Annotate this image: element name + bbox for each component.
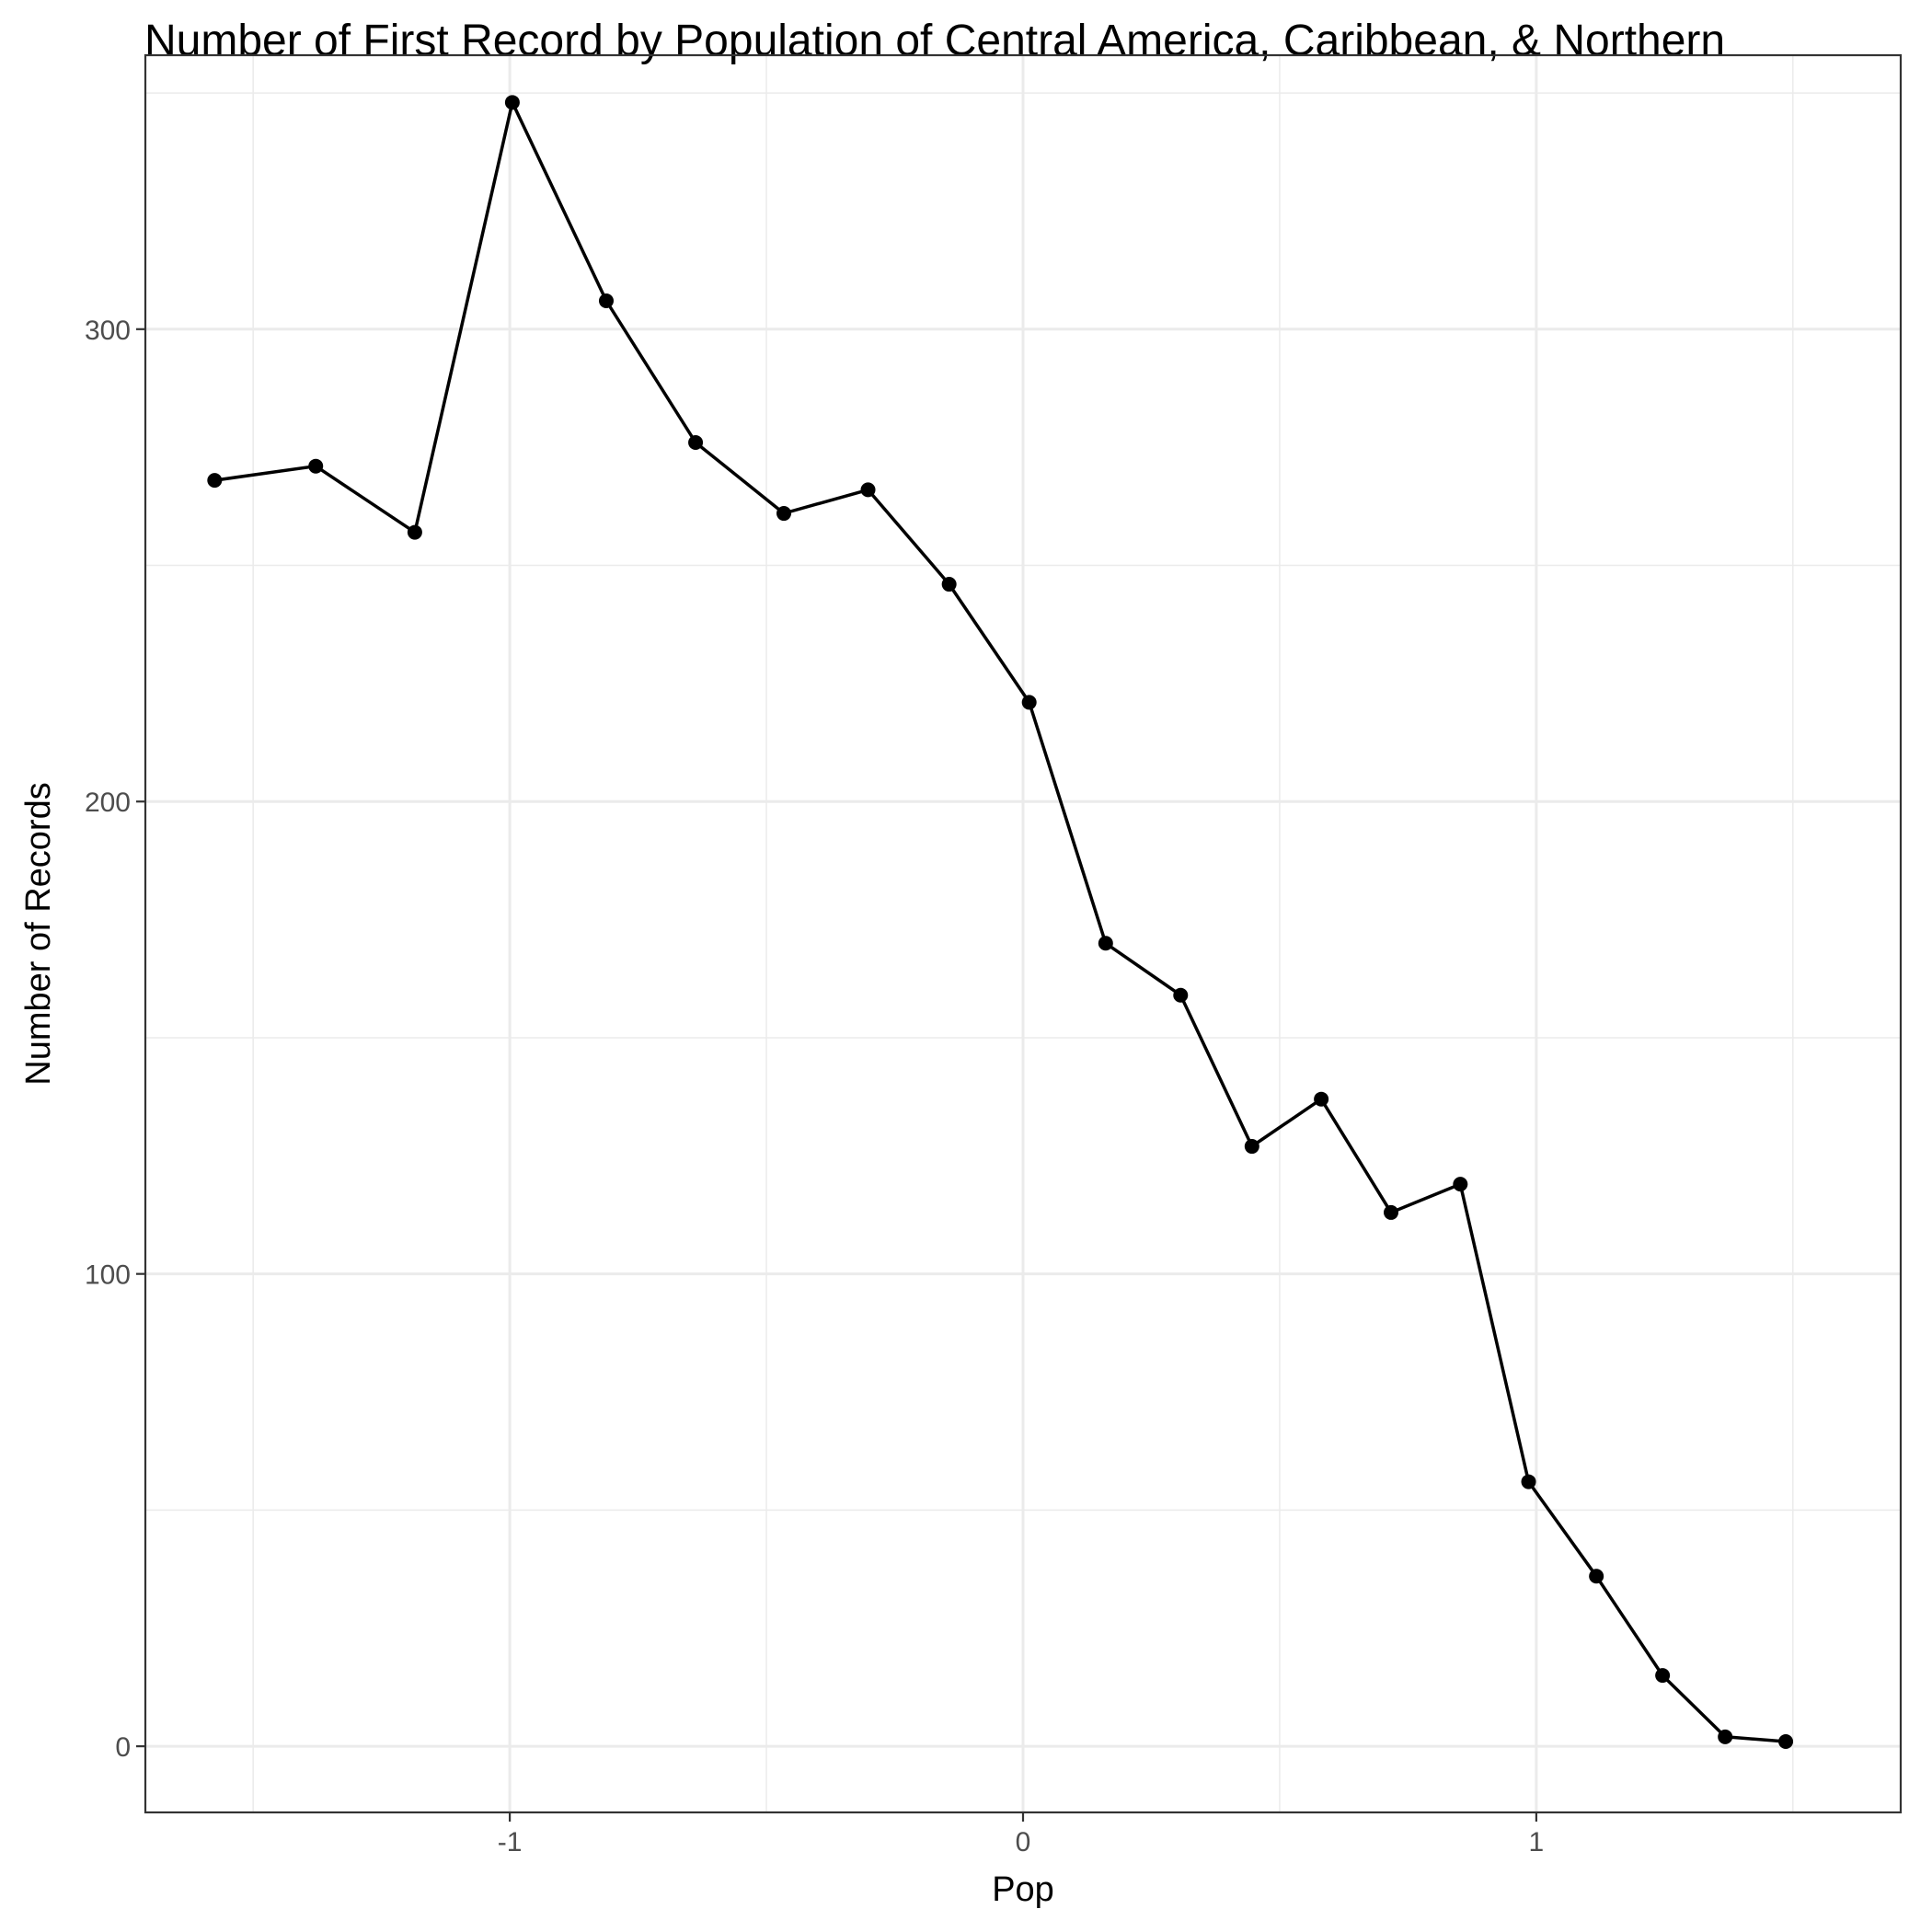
data-point bbox=[1314, 1091, 1329, 1107]
data-point bbox=[598, 293, 614, 308]
data-points bbox=[207, 95, 1794, 1749]
data-point bbox=[776, 506, 792, 522]
y-tick-label: 300 bbox=[85, 316, 131, 346]
x-tick-label: 0 bbox=[1016, 1827, 1031, 1857]
data-point bbox=[1098, 936, 1113, 951]
data-point bbox=[1521, 1474, 1536, 1489]
data-point bbox=[1718, 1729, 1733, 1744]
data-point bbox=[504, 95, 520, 110]
x-tick-label: -1 bbox=[498, 1827, 523, 1857]
x-tick-label: 1 bbox=[1529, 1827, 1545, 1857]
y-tick-label: 200 bbox=[85, 788, 131, 818]
data-point bbox=[1655, 1668, 1671, 1684]
grid-lines bbox=[145, 55, 1901, 1812]
data-point bbox=[407, 524, 422, 540]
data-point bbox=[1021, 695, 1037, 710]
chart-title: Number of First Record by Population of … bbox=[144, 17, 1725, 65]
data-point bbox=[1244, 1139, 1259, 1155]
x-axis-title: Pop bbox=[992, 1870, 1054, 1909]
y-tick-label: 100 bbox=[85, 1260, 131, 1291]
data-point bbox=[308, 458, 324, 474]
axes: -1 0 1 0 100 200 300 bbox=[85, 316, 1544, 1857]
data-point bbox=[688, 435, 704, 451]
y-axis-title: Number of Records bbox=[19, 782, 58, 1085]
data-point bbox=[1453, 1177, 1468, 1192]
data-point bbox=[1384, 1204, 1399, 1220]
data-point bbox=[207, 473, 223, 489]
data-point bbox=[860, 482, 876, 498]
y-tick-label: 0 bbox=[115, 1732, 131, 1763]
data-point bbox=[941, 577, 957, 592]
data-point bbox=[1778, 1733, 1794, 1749]
data-point bbox=[1173, 987, 1189, 1003]
data-point bbox=[1589, 1569, 1604, 1584]
